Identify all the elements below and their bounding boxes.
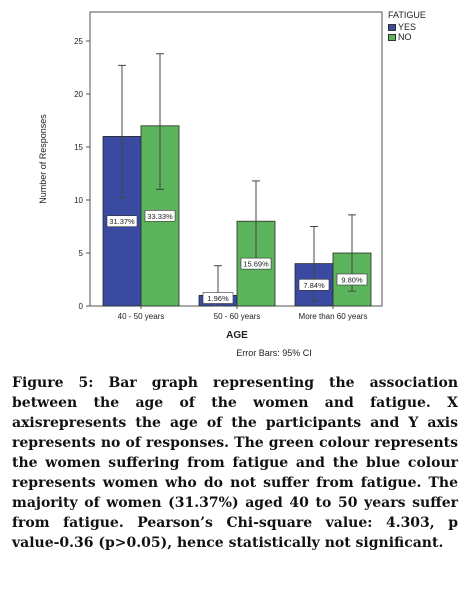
figure-caption: Figure 5: Bar graph representing the ass…	[12, 375, 458, 551]
legend-label-no: NO	[398, 32, 412, 42]
y-axis-label: Number of Responses	[38, 114, 48, 204]
legend-label-yes: YES	[398, 22, 417, 32]
x-tick-label: 50 - 60 years	[214, 312, 261, 321]
y-tick-label: 15	[74, 143, 83, 152]
data-label-box	[144, 210, 176, 222]
y-tick-label: 5	[79, 249, 84, 258]
y-tick-label: 20	[74, 90, 83, 99]
y-tick-label: 10	[74, 196, 83, 205]
data-label: 31.37%	[109, 217, 135, 226]
data-label-box	[106, 215, 138, 227]
error-bars-footnote: Error Bars: 95% CI	[236, 348, 312, 358]
y-tick-label: 0	[79, 302, 84, 311]
data-label: 1.96%	[207, 294, 229, 303]
x-tick-label: 40 - 50 years	[118, 312, 165, 321]
legend-swatch-yes	[388, 23, 396, 31]
legend-item-yes: YES	[388, 22, 466, 32]
data-label-box	[298, 278, 330, 291]
data-label-box	[240, 257, 272, 270]
bar-chart: 0 5 10 15 20 25 31.37% 33.33% 1.96% 15.69% 7.84% 9…	[38, 11, 383, 358]
data-label: 15.69%	[243, 260, 269, 269]
data-label: 9.80%	[341, 276, 363, 285]
y-tick-label: 25	[74, 37, 83, 46]
data-label: 7.84%	[303, 281, 325, 290]
data-label-box	[336, 273, 368, 286]
x-tick-label: More than 60 years	[299, 312, 368, 321]
x-axis-label: AGE	[226, 330, 248, 341]
data-label-box	[202, 292, 234, 304]
data-label: 33.33%	[147, 212, 173, 221]
legend-title: FATIGUE	[388, 10, 426, 20]
legend: FATIGUE YES NO	[388, 10, 466, 42]
legend-swatch-no	[388, 33, 396, 41]
legend-item-no: NO	[388, 32, 466, 42]
